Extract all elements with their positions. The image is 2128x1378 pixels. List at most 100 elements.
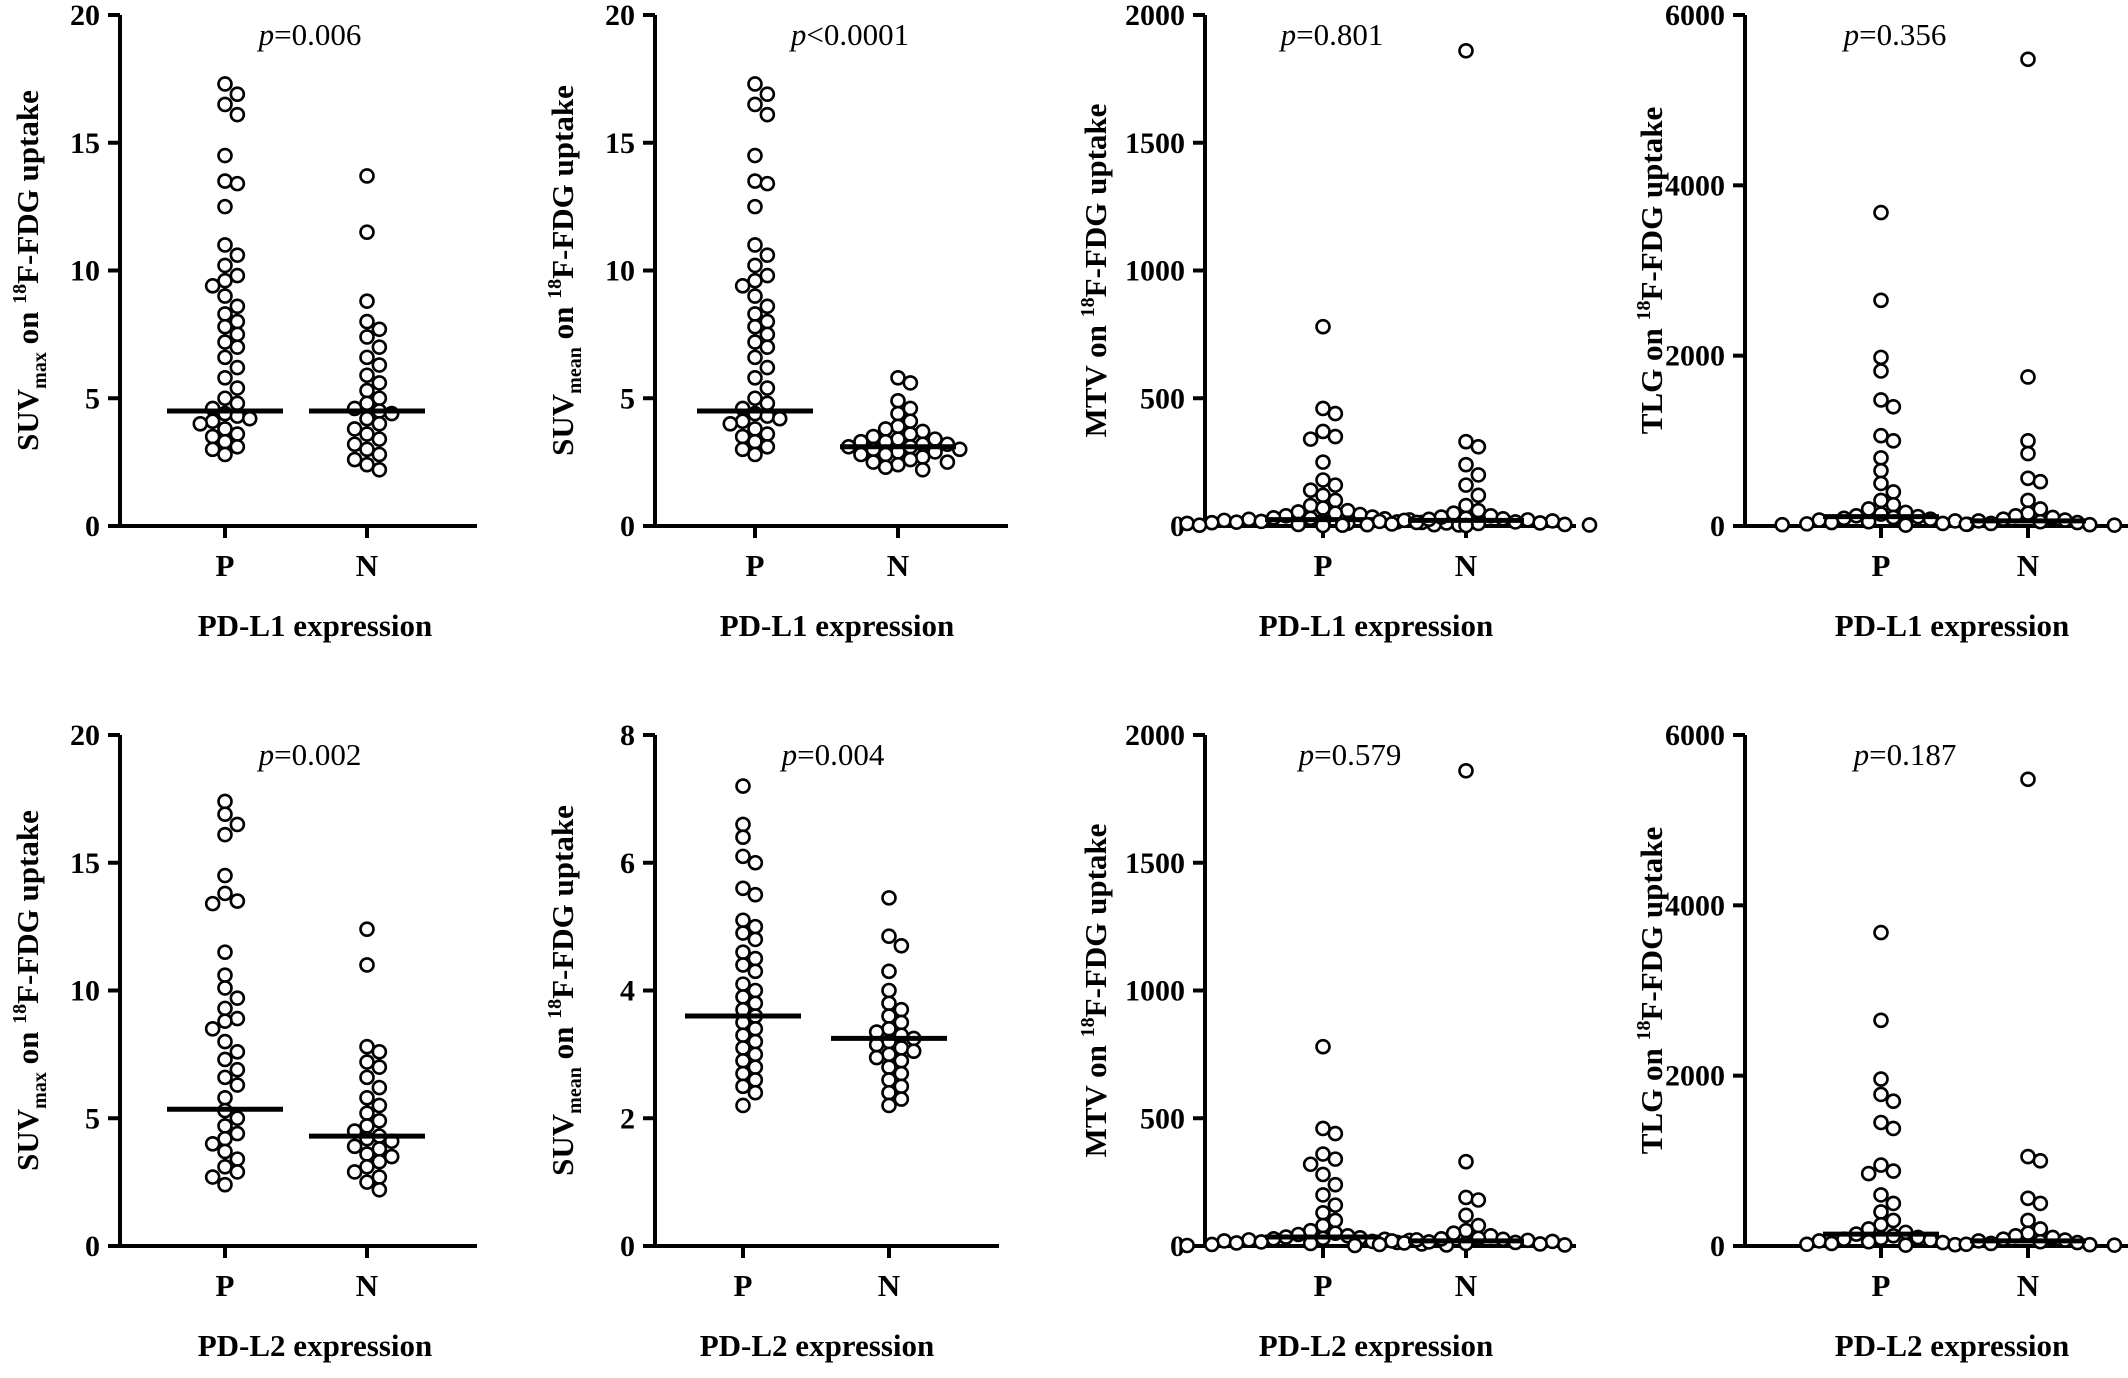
data-point	[1885, 1093, 1902, 1110]
data-point	[1532, 515, 1548, 531]
y-axis-label-sup: 18	[544, 279, 566, 299]
data-point	[1544, 1233, 1561, 1250]
data-point	[217, 433, 233, 450]
data-point	[229, 1010, 246, 1027]
data-point	[217, 318, 233, 335]
data-point	[371, 390, 388, 407]
data-point	[1315, 423, 1331, 440]
data-point	[734, 428, 751, 445]
data-point	[747, 272, 763, 289]
data-point	[383, 1148, 400, 1165]
data-point	[2081, 516, 2098, 533]
data-point	[881, 890, 897, 906]
y-tick-label: 20	[70, 0, 100, 32]
data-point	[2106, 517, 2123, 533]
data-point	[1885, 433, 1902, 449]
data-point	[1557, 1237, 1573, 1253]
data-point	[890, 370, 906, 386]
data-point	[371, 1079, 388, 1096]
data-point	[1327, 477, 1344, 493]
data-point	[890, 456, 906, 473]
data-point	[881, 1072, 897, 1088]
data-point	[217, 237, 233, 253]
data-point	[229, 267, 246, 284]
data-point	[747, 349, 763, 366]
data-point	[204, 1021, 221, 1037]
data-point	[204, 895, 221, 912]
data-point	[1302, 431, 1319, 447]
category-label-N: N	[1455, 1268, 1477, 1303]
data-point	[1327, 1151, 1344, 1167]
data-point	[747, 963, 764, 980]
data-point	[747, 886, 764, 903]
data-point	[1873, 1204, 1889, 1220]
y-tick-label: 8	[620, 719, 635, 752]
data-point	[735, 925, 751, 941]
chart-panel-D1: 0 2000 4000 6000 P Np=0.356 TLG on 18F-FDG upt…	[1633, 0, 2128, 643]
data-point	[1860, 501, 1877, 517]
category-label-P: P	[216, 1268, 235, 1303]
chart-panel-C2: 0 500 1000 1500 2000 P Np=0.579 MTV on 18F-FDG …	[1077, 719, 1576, 1363]
data-point	[759, 339, 776, 355]
y-tick-label: 4000	[1665, 169, 1725, 202]
data-point	[217, 944, 233, 960]
y-tick-label: 10	[605, 255, 635, 288]
y-axis-label-main: TLG on	[1634, 1041, 1669, 1155]
data-point	[747, 1084, 764, 1101]
data-point	[1371, 1236, 1388, 1253]
data-point	[241, 410, 258, 427]
data-point	[1458, 1153, 1474, 1170]
data-point	[890, 405, 906, 422]
data-point	[1327, 1212, 1344, 1229]
data-point	[868, 1049, 885, 1066]
data-point	[1327, 405, 1344, 422]
category-label-P: P	[1314, 1268, 1333, 1303]
x-axis-label: PD-L1 expression	[720, 608, 955, 643]
data-point	[359, 1174, 375, 1190]
data-point	[877, 446, 894, 463]
data-point	[747, 318, 763, 335]
data-point	[1557, 516, 1573, 533]
data-point	[1873, 204, 1889, 221]
data-point	[371, 375, 388, 391]
chart-panel-B2: 0 2 4 6 8 P Np=0.004 SUVmean on 18F-FDG uptake P…	[544, 719, 999, 1363]
y-axis-label-main: MTV on	[1078, 317, 1113, 437]
y-axis-label-sub: mean	[564, 1067, 586, 1114]
data-point	[217, 980, 233, 996]
data-point	[359, 957, 375, 973]
data-point	[1860, 1233, 1877, 1250]
y-tick-label: 1500	[1125, 127, 1185, 160]
data-point	[747, 1046, 764, 1063]
data-point	[747, 1072, 764, 1088]
data-point	[759, 175, 776, 192]
data-point	[1327, 1197, 1344, 1213]
y-axis-label: SUVmean on 18F-FDG uptake	[544, 805, 586, 1176]
data-point	[1873, 392, 1889, 408]
data-point	[1873, 363, 1889, 379]
data-point	[217, 1013, 233, 1029]
data-point	[747, 1021, 764, 1037]
data-point	[371, 1059, 388, 1075]
data-point	[359, 313, 375, 330]
data-point	[371, 339, 388, 355]
y-tick-label: 10	[70, 975, 100, 1008]
y-tick-label: 2000	[1125, 719, 1185, 752]
data-point	[229, 893, 246, 909]
data-point	[217, 96, 233, 113]
data-point	[1470, 467, 1487, 483]
data-point	[2020, 369, 2036, 385]
y-axis-label-main: SUV	[545, 393, 580, 456]
data-point	[890, 393, 906, 409]
data-point	[217, 967, 233, 983]
data-point	[881, 1021, 897, 1037]
y-tick-label: 5	[85, 382, 100, 415]
data-point	[217, 885, 233, 902]
data-point	[359, 1146, 375, 1162]
data-point	[1359, 516, 1375, 533]
data-point	[951, 441, 968, 458]
data-point	[229, 1061, 246, 1078]
p-symbol: p	[257, 737, 275, 772]
data-point	[217, 257, 233, 274]
data-point	[747, 306, 763, 322]
x-axis-label: PD-L2 expression	[700, 1328, 935, 1363]
